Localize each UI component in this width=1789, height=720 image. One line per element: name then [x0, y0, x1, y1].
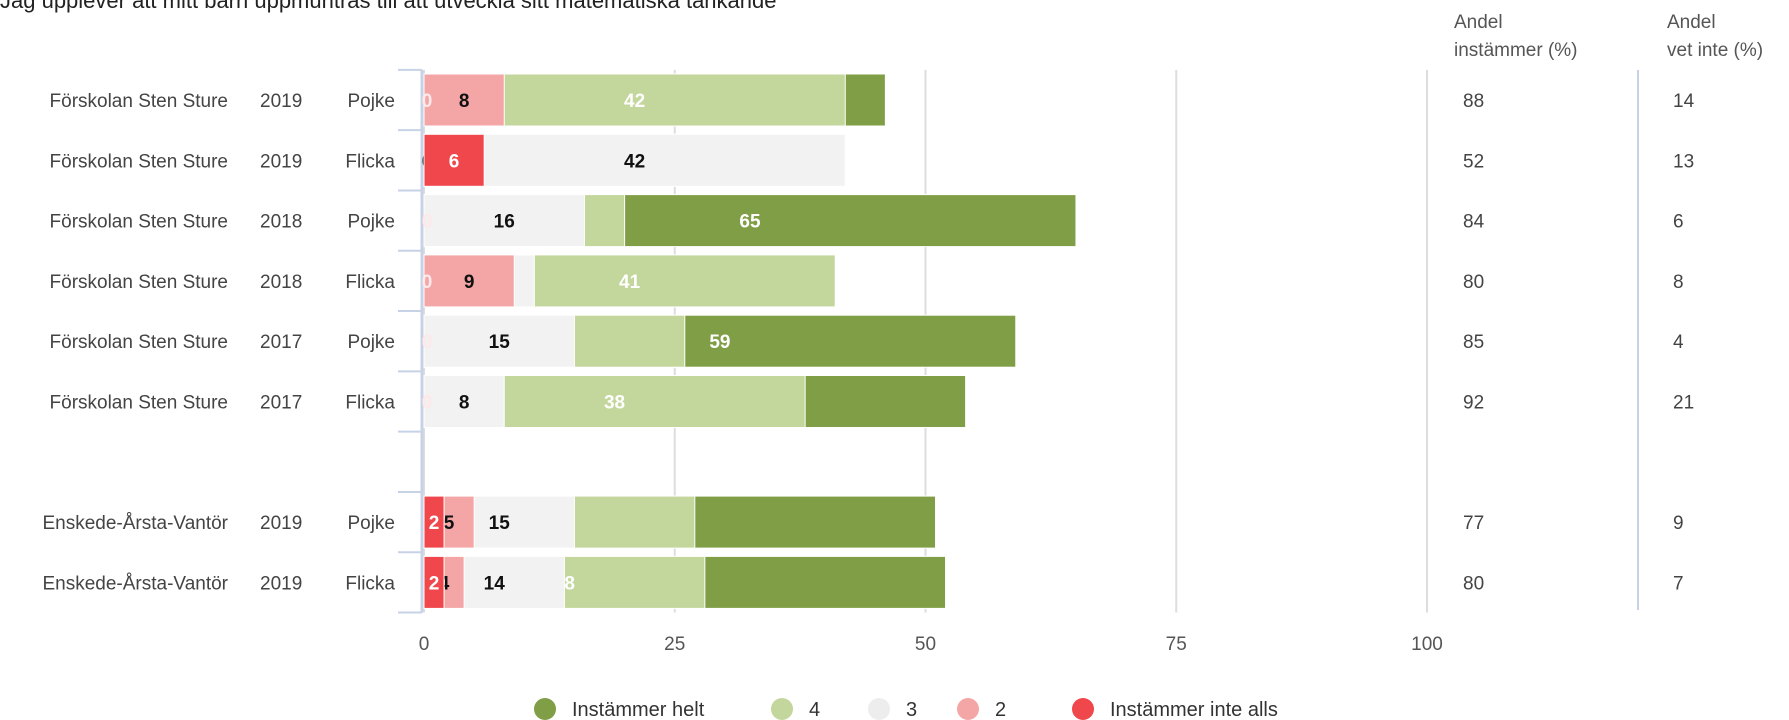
row-label-gender: Flicka	[345, 393, 395, 414]
data-label: 0	[422, 91, 433, 112]
row-label-unit: Förskolan Sten Sture	[50, 332, 228, 353]
unknown-header: Andel	[1667, 12, 1716, 33]
legend-label: 4	[809, 699, 820, 720]
bar-segment	[423, 254, 515, 308]
agree-value: 77	[1463, 513, 1484, 534]
x-tick-label: 75	[1166, 634, 1187, 655]
row-label-year: 2018	[260, 272, 302, 293]
row-labels: Förskolan Sten Sture 2019 Pojke Förskolan S…	[42, 91, 395, 594]
data-label: 8	[459, 393, 470, 414]
legend: Instämmer helt 4 3 2 Instämmer inte alls	[534, 698, 1278, 720]
data-label: 5	[444, 513, 455, 534]
data-label: 16	[494, 212, 515, 233]
data-label: 6	[449, 151, 460, 172]
x-tick-label: 50	[915, 634, 936, 655]
data-label: 0	[422, 212, 433, 233]
row-label-unit: Förskolan Sten Sture	[50, 212, 228, 233]
unknown-header: vet inte (%)	[1667, 40, 1763, 61]
data-label: 2	[429, 573, 440, 594]
bars: 4642480183342066520160039411190592615005…	[422, 73, 1077, 609]
row-label-unit: Förskolan Sten Sture	[50, 393, 228, 414]
bar-segment	[423, 555, 445, 609]
row-label-year: 2019	[260, 151, 302, 172]
legend-marker	[868, 698, 890, 720]
data-label: 59	[709, 332, 730, 353]
data-label: 2	[429, 513, 440, 534]
side-columns: 88 14 52 13 84 6 80 8 85 4 92 21 77 9 80 7 Andel instämme…	[1454, 12, 1763, 610]
data-label: 42	[624, 91, 645, 112]
row-label-gender: Pojke	[347, 91, 395, 112]
row-label-unit: Enskede-Årsta-Vantör	[42, 513, 228, 534]
unknown-value: 8	[1673, 272, 1684, 293]
agree-header: instämmer (%)	[1454, 40, 1578, 61]
row-label-year: 2019	[260, 573, 302, 594]
row-label-unit: Förskolan Sten Sture	[50, 91, 228, 112]
row-label-gender: Pojke	[347, 212, 395, 233]
data-label: 0	[422, 332, 433, 353]
legend-label: 3	[906, 699, 917, 720]
row-label-unit: Förskolan Sten Sture	[50, 272, 228, 293]
row-label-year: 2018	[260, 212, 302, 233]
row-label-gender: Flicka	[345, 151, 395, 172]
agree-value: 88	[1463, 91, 1484, 112]
unknown-value: 14	[1673, 91, 1695, 112]
bar-segment	[423, 194, 585, 248]
row-label-unit: Enskede-Årsta-Vantör	[42, 573, 228, 594]
legend-marker	[1072, 698, 1094, 720]
row-label-unit: Förskolan Sten Sture	[50, 151, 228, 172]
legend-marker	[771, 698, 793, 720]
data-label: 0	[422, 212, 433, 233]
unknown-value: 4	[1673, 332, 1684, 353]
legend-label: Instämmer inte alls	[1110, 699, 1278, 720]
x-tick-label: 25	[664, 634, 685, 655]
legend-marker	[534, 698, 556, 720]
row-label-gender: Flicka	[345, 272, 395, 293]
data-label: 14	[484, 573, 506, 594]
agree-value: 85	[1463, 332, 1484, 353]
legend-label: 2	[995, 699, 1006, 720]
data-label: 65	[739, 212, 761, 233]
agree-value: 80	[1463, 272, 1484, 293]
unknown-value: 9	[1673, 513, 1684, 534]
data-label: 15	[489, 332, 511, 353]
data-label: 8	[459, 91, 470, 112]
data-label: 0	[422, 332, 433, 353]
bar-segment	[423, 73, 505, 127]
data-label: 0	[422, 393, 433, 414]
bar-segment	[423, 495, 445, 549]
unknown-value: 21	[1673, 393, 1694, 414]
row-label-year: 2017	[260, 393, 302, 414]
row-label-year: 2019	[260, 91, 302, 112]
data-label: 41	[619, 272, 641, 293]
unknown-value: 7	[1673, 573, 1684, 594]
data-label: 0	[422, 393, 433, 414]
bar-segment	[423, 314, 575, 368]
x-tick-label: 0	[419, 634, 430, 655]
data-label: 15	[489, 513, 511, 534]
row-label-year: 2019	[260, 513, 302, 534]
chart-title: Jag upplever att mitt barn uppmuntras ti…	[0, 0, 777, 13]
legend-marker	[957, 698, 979, 720]
agree-value: 80	[1463, 573, 1484, 594]
legend-label: Instämmer helt	[572, 699, 705, 720]
row-label-year: 2017	[260, 332, 302, 353]
x-tick-label: 100	[1411, 634, 1443, 655]
row-label-gender: Pojke	[347, 332, 395, 353]
agree-value: 84	[1463, 212, 1485, 233]
data-label: 9	[464, 272, 475, 293]
data-label: 38	[604, 393, 625, 414]
data-label: 0	[422, 272, 433, 293]
unknown-value: 13	[1673, 151, 1694, 172]
bar-segment	[423, 375, 505, 428]
agree-value: 52	[1463, 151, 1484, 172]
row-label-gender: Pojke	[347, 513, 395, 534]
x-axis: 0 25 50 75 100	[419, 634, 1443, 655]
unknown-value: 6	[1673, 212, 1684, 233]
bar-segment	[423, 133, 485, 187]
agree-header: Andel	[1454, 12, 1503, 33]
row-label-gender: Flicka	[345, 573, 395, 594]
data-label: 42	[624, 151, 645, 172]
agree-value: 92	[1463, 393, 1484, 414]
